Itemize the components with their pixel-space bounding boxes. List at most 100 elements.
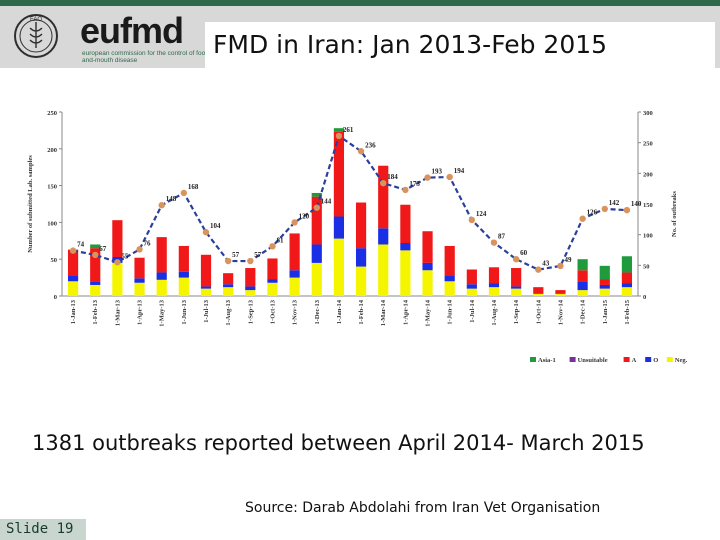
- bar-segment: [289, 277, 300, 296]
- outbreak-data-label: 184: [387, 173, 398, 181]
- bar-segment: [156, 279, 167, 296]
- bar-segment: [178, 245, 189, 272]
- outbreak-point: [512, 256, 520, 263]
- bar-segment: [223, 273, 234, 285]
- x-tick-label: 1-Dec-13: [314, 299, 321, 324]
- outbreak-data-label: 142: [609, 199, 620, 207]
- bar-segment: [621, 272, 633, 284]
- bar-segment: [444, 275, 455, 282]
- outbreak-point: [623, 206, 631, 214]
- bar-segment: [555, 293, 566, 296]
- y-tick-label: 100: [47, 220, 57, 227]
- chart-canvas: 0 50 100 150 200 250 0 50 100 150 200 250 300 Number …: [27, 110, 688, 364]
- outbreak-point: [357, 148, 365, 155]
- bar-segment: [267, 279, 278, 283]
- x-tick-label: 1-Oct-13: [269, 299, 276, 324]
- bar-segment: [400, 204, 411, 244]
- legend-swatch: [530, 357, 536, 362]
- bar-segment: [311, 262, 322, 296]
- eufmd-logo: eufmd european commission for the contro…: [80, 10, 209, 64]
- outbreak-point: [69, 247, 77, 254]
- bar-segment: [599, 265, 610, 280]
- outbreak-point: [335, 132, 343, 140]
- x-tick-label: 1-May-14: [425, 299, 432, 326]
- bar-segment: [355, 248, 367, 267]
- bar-segment: [333, 131, 345, 217]
- outbreak-data-label: 74: [77, 241, 85, 249]
- legend-label: Neg.: [675, 357, 688, 364]
- y2-tick-label: 300: [643, 110, 653, 117]
- x-tick-label: 1-Feb-14: [358, 299, 365, 324]
- x-tick-label: 1-Mar-13: [114, 299, 121, 326]
- y2-tick-label: 100: [643, 233, 653, 240]
- bar-segment: [511, 288, 522, 296]
- y-tick-label: 200: [47, 147, 57, 154]
- legend-swatch: [666, 357, 673, 362]
- outbreak-point: [247, 257, 254, 265]
- bar-segment: [223, 284, 234, 288]
- outbreak-point: [136, 246, 143, 253]
- outbreak-data-label: 144: [321, 198, 332, 206]
- caption-text: 1381 outbreaks reported between April 20…: [32, 431, 645, 455]
- slide-number: Slide 19: [0, 519, 86, 540]
- outbreak-data-label: 87: [498, 233, 506, 241]
- x-tick-label: 1-Jan-13: [70, 299, 77, 324]
- bar-segment: [533, 293, 544, 296]
- bar-segment: [311, 192, 322, 197]
- bar-segment: [67, 249, 79, 276]
- source-text: Source: Darab Abdolahi from Iran Vet Org…: [245, 500, 601, 516]
- y-tick-label: 50: [51, 257, 58, 264]
- outbreak-data-label: 104: [210, 222, 221, 230]
- bar-segment: [245, 286, 256, 291]
- outbreak-data-label: 236: [365, 141, 376, 149]
- x-tick-label: 1-Sep-13: [247, 299, 254, 324]
- x-tick-label: 1-May-13: [159, 299, 166, 326]
- eufmd-tagline: european commission for the control of f…: [82, 50, 210, 64]
- bar-segment: [599, 279, 610, 285]
- outbreak-data-label: 81: [276, 236, 284, 244]
- outbreak-point: [114, 259, 121, 266]
- outbreak-data-label: 261: [343, 126, 354, 134]
- bar-segment: [90, 248, 101, 282]
- x-tick-label: 1-Dec-14: [580, 299, 587, 324]
- bar-segment: [466, 269, 477, 285]
- legend-label: A: [632, 357, 637, 364]
- outbreak-data-label: 57: [232, 251, 240, 259]
- outbreak-point: [92, 251, 99, 259]
- bar-segment: [90, 284, 101, 296]
- y2-tick-label: 50: [643, 263, 650, 270]
- eufmd-wordmark: eufmd: [80, 10, 184, 51]
- header-accent-line: [0, 0, 720, 6]
- outbreak-chart: 0 50 100 150 200 250 0 50 100 150 200 250 300 Number …: [18, 100, 698, 382]
- chart-legend: Asia-1 Unsuitable A O Neg.: [530, 357, 688, 364]
- bar-segment: [267, 258, 278, 280]
- fao-logo: FAO: [10, 12, 62, 60]
- bar-segment: [555, 293, 566, 294]
- outbreak-data-label: 173: [409, 180, 420, 188]
- x-tick-label: 1-Mar-14: [380, 299, 387, 326]
- x-tick-label: 1-Nov-14: [557, 299, 564, 325]
- outbreak-data-label: 49: [564, 256, 572, 264]
- x-tick-label: 1-Jul-14: [469, 299, 476, 323]
- outbreak-data-label: 168: [188, 183, 199, 191]
- y-tick-label: 150: [47, 184, 57, 191]
- bar-segment: [444, 281, 455, 296]
- outbreak-point: [269, 243, 276, 250]
- chart-axes: 0 50 100 150 200 250 0 50 100 150 200 250 300 Number …: [27, 110, 678, 327]
- x-tick-label: 1-Aug-13: [225, 299, 232, 325]
- bar-segment: [311, 244, 322, 263]
- bar-segment: [511, 286, 522, 289]
- y2-tick-label: 150: [643, 202, 653, 209]
- bar-segment: [422, 231, 433, 263]
- bar-segment: [378, 228, 389, 245]
- outbreak-point: [557, 262, 564, 270]
- bar-segment: [422, 270, 433, 296]
- bar-segment: [621, 256, 633, 273]
- outbreak-point: [380, 179, 387, 187]
- bar-segment: [289, 270, 300, 278]
- bar-segment: [134, 257, 145, 279]
- outbreak-point: [402, 186, 409, 194]
- bar-segment: [378, 244, 389, 296]
- outbreak-data-label: 67: [99, 245, 107, 253]
- outbreak-point: [224, 257, 232, 265]
